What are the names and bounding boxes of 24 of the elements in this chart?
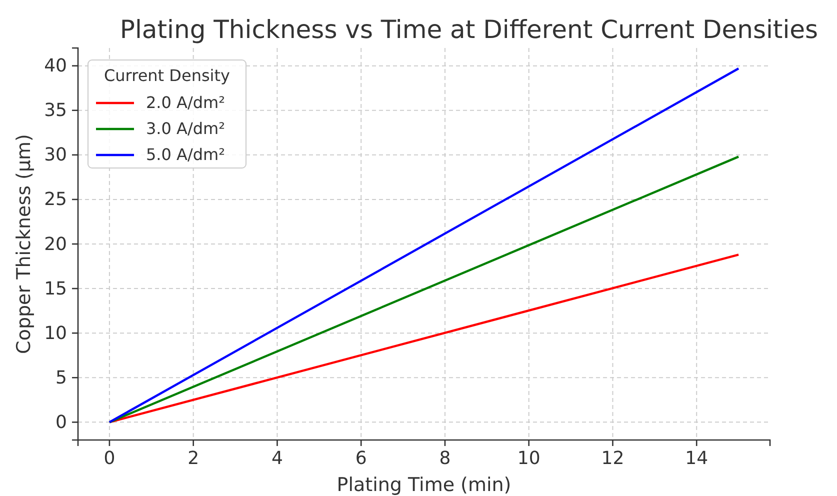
legend-title: Current Density [104, 66, 230, 85]
y-tick-label: 5 [56, 367, 67, 388]
legend-label: 5.0 A/dm² [146, 145, 226, 164]
legend-label: 2.0 A/dm² [146, 93, 226, 112]
x-tick-label: 12 [601, 448, 624, 469]
chart-title: Plating Thickness vs Time at Different Current Densities [120, 15, 818, 44]
y-tick-label: 25 [44, 189, 67, 210]
x-tick-label: 4 [271, 448, 283, 469]
x-tick-label: 6 [355, 448, 367, 469]
x-tick-label: 10 [517, 448, 540, 469]
y-tick-label: 0 [56, 412, 67, 433]
x-axis-title: Plating Time (min) [336, 474, 512, 496]
x-tick-label: 2 [188, 448, 200, 469]
y-tick-label: 20 [44, 234, 67, 255]
x-tick-label: 0 [104, 448, 116, 469]
x-tick-label: 8 [439, 448, 451, 469]
y-tick-label: 30 [44, 144, 67, 166]
y-tick-label: 35 [44, 100, 67, 122]
legend-label: 3.0 A/dm² [146, 119, 226, 138]
y-tick-label: 40 [44, 56, 67, 77]
y-tick-label: 10 [44, 322, 67, 344]
x-tick-label: 14 [685, 448, 708, 469]
y-tick-label: 15 [44, 278, 67, 300]
y-axis-title: Copper Thickness (µm) [13, 134, 35, 354]
